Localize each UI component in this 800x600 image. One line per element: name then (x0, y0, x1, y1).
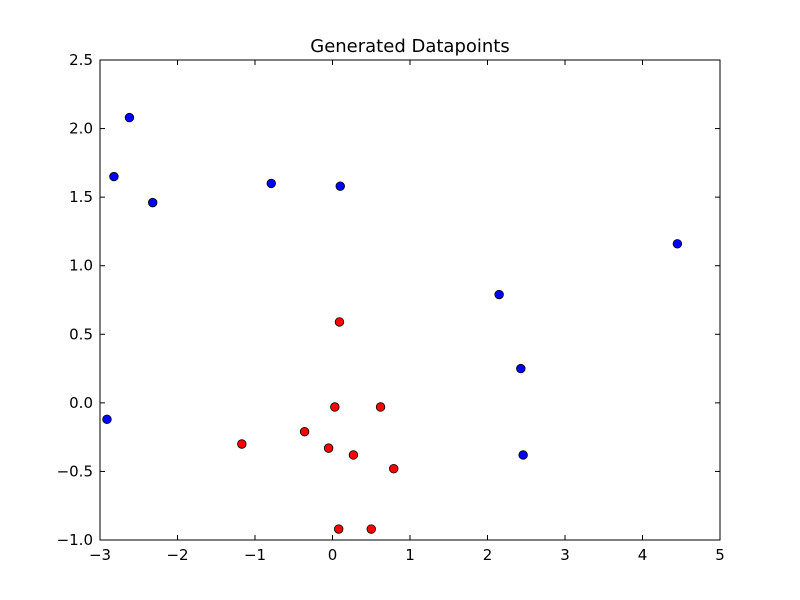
x-tick-label: −2 (166, 546, 188, 564)
y-tick-label: 1.0 (69, 257, 93, 275)
data-point (518, 450, 528, 460)
data-point (330, 402, 340, 412)
y-tick-label: 2.0 (69, 120, 93, 138)
x-tick-label: −1 (244, 546, 266, 564)
data-point (299, 426, 310, 437)
x-tick-label: 5 (715, 546, 725, 564)
x-tick-label: 1 (405, 546, 415, 564)
plot-frame (99, 59, 721, 541)
points-layer (102, 112, 683, 534)
data-point (147, 197, 158, 208)
data-point (389, 463, 399, 474)
x-tick-label: 2 (483, 546, 493, 564)
data-point (334, 524, 344, 534)
y-tick-label: 0.5 (69, 325, 93, 343)
y-tick-label: −1.0 (57, 531, 93, 549)
x-axis-tick-labels: −3 −2 −1 0 1 2 3 4 5 (89, 546, 725, 564)
x-tick-label: 3 (560, 546, 570, 564)
data-point (266, 178, 276, 189)
x-tick-label: 4 (638, 546, 648, 564)
y-tick-label: −0.5 (57, 462, 93, 480)
data-point (366, 524, 376, 534)
data-point (237, 439, 247, 449)
data-point (375, 402, 386, 412)
y-tick-label: 1.5 (69, 188, 93, 206)
data-point (334, 317, 345, 327)
x-tick-label: −3 (89, 546, 111, 564)
data-point (672, 239, 683, 249)
y-tick-label: 0.0 (69, 394, 93, 412)
data-point (109, 171, 119, 182)
data-point (102, 414, 112, 425)
data-point (323, 443, 334, 453)
chart-title: Generated Datapoints (310, 36, 509, 57)
y-tick-label: 2.5 (69, 51, 93, 69)
data-point (516, 363, 526, 374)
x-tick-label: 0 (328, 546, 338, 564)
y-axis-tick-labels: −1.0 −0.5 0.0 0.5 1.0 1.5 2.0 2.5 (57, 51, 93, 549)
data-point (494, 289, 504, 300)
data-point (348, 450, 359, 460)
ticks-layer (99, 59, 721, 541)
data-point (335, 181, 345, 191)
data-point (124, 112, 135, 123)
